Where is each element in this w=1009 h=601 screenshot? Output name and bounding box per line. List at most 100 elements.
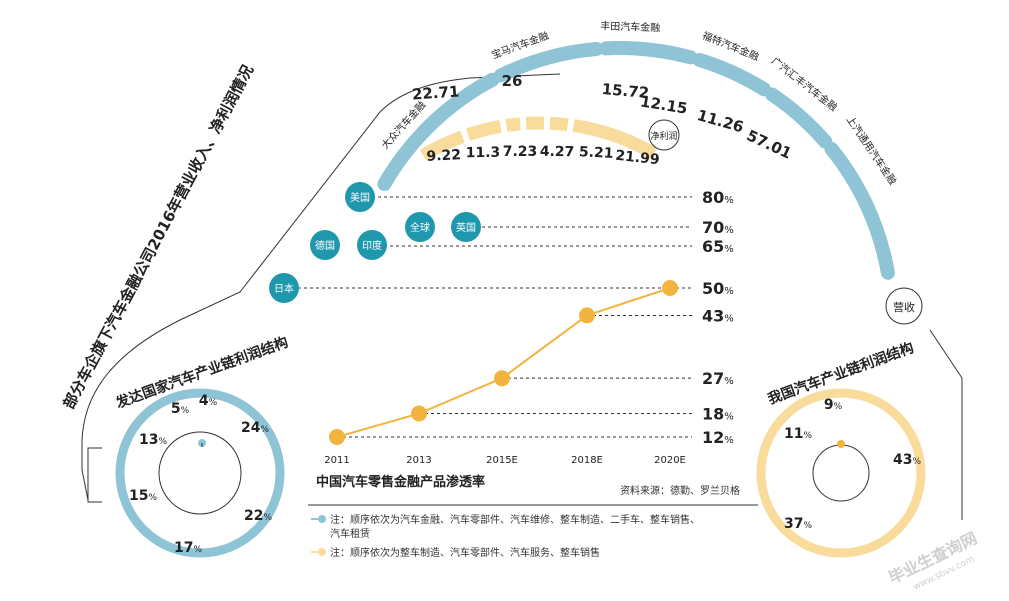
china-donut-label: 11% (784, 426, 812, 442)
source-note: 资料来源：德勤、罗兰贝格 (620, 484, 740, 497)
profit-arc (419, 116, 657, 162)
developed-donut-ring (115, 388, 285, 558)
note-blue-dot (318, 515, 326, 523)
percent-sign: % (834, 402, 843, 412)
penetration-point (662, 280, 678, 296)
penetration-point (329, 429, 345, 445)
penetration-title: 中国汽车零售金融产品渗透率 (316, 474, 485, 490)
percent-sign: % (724, 195, 734, 206)
revenue-value: 22.71 (411, 82, 460, 103)
company-label: 丰田汽车金融 (600, 19, 660, 34)
percent-label: 43% (702, 306, 734, 325)
percent-sign: % (724, 411, 734, 422)
country-bubble (357, 230, 387, 260)
percent-label: 65% (702, 237, 734, 256)
revenue-value: 15.72 (601, 80, 650, 102)
profit-tag-circle (648, 119, 680, 151)
percentage-labels: 80% 70%65% 50% 12% 18% 27% 43% (702, 188, 734, 447)
revenue-tag-circle (885, 287, 923, 325)
percent-label: 12% (702, 428, 734, 447)
percent-label: 27% (702, 369, 734, 388)
country-bubble (451, 212, 481, 242)
revenue-segment-1 (377, 72, 500, 191)
country-bubble (345, 182, 375, 212)
profit-value: 7.23 (503, 144, 538, 160)
china-donut-label: 9% (824, 397, 843, 413)
penetration-point (411, 405, 427, 422)
china-donut-inner (812, 444, 870, 502)
revenue-value: 11.26 (695, 106, 746, 136)
country-label: 英国 (456, 221, 476, 234)
developed-donut-inner (158, 431, 242, 515)
percent-sign: % (803, 521, 812, 531)
percent-sign: % (724, 225, 734, 236)
country-bubble (269, 273, 299, 303)
percent-label: 70% (702, 218, 734, 237)
profit-segment-2 (465, 119, 502, 141)
country-label: 全球 (410, 221, 430, 234)
penetration-point (494, 370, 510, 387)
revenue-segment-6 (824, 141, 895, 280)
profit-segment-6 (572, 119, 657, 160)
percent-sign: % (724, 376, 734, 387)
china-donut-ring (756, 388, 926, 558)
percent-sign: % (803, 431, 812, 441)
car-outline-bracket (87, 447, 102, 503)
profit-value: 11.3 (466, 145, 501, 162)
percent-sign: % (724, 313, 734, 324)
revenue-segment-5 (765, 87, 833, 149)
penetration-line (336, 287, 671, 438)
profit-segment-3 (505, 117, 521, 132)
x-axis-label: 2013 (406, 455, 431, 466)
profit-value-labels: 9.22 11.3 7.23 4.27 5.21 21.99 (426, 144, 660, 169)
penetration-grid (298, 196, 692, 438)
car-outline (81, 73, 561, 501)
x-axis-label: 2018E (571, 455, 603, 466)
percent-sign: % (724, 435, 734, 446)
note-developed-2: 汽车租赁 (330, 527, 370, 540)
profit-value: 4.27 (540, 144, 575, 161)
country-label: 印度 (362, 239, 382, 252)
x-axis-labels: 2011 2013 2015E 2018E 2020E (324, 455, 686, 466)
percent-sign: % (724, 286, 734, 297)
percent-sign: % (158, 437, 167, 447)
revenue-arc (377, 41, 895, 280)
percent-sign: % (209, 398, 218, 408)
revenue-value: 26 (502, 72, 523, 90)
percent-sign: % (263, 513, 272, 523)
note-developed-1: 注：顺序依次为汽车金融、汽车零部件、汽车维修、整车制造、二手车、整车销售、 (330, 513, 700, 526)
revenue-value: 12.15 (639, 92, 689, 117)
country-bubble (405, 212, 435, 242)
note-yellow-dot (318, 548, 326, 556)
revenue-value: 57.01 (744, 126, 795, 162)
x-axis-label: 2011 (324, 455, 349, 466)
penetration-point (579, 307, 595, 324)
profit-tag: 净利润 (650, 130, 677, 142)
profit-segment-5 (549, 116, 569, 132)
percent-label: 80% (702, 188, 734, 207)
revenue-segment-4 (692, 52, 772, 97)
percent-sign: % (148, 493, 157, 503)
percent-label: 18% (702, 404, 734, 423)
x-axis-label: 2020E (654, 455, 686, 466)
china-donut-dot (837, 440, 845, 448)
developed-donut-label: 17% (174, 540, 202, 556)
percent-sign: % (260, 425, 269, 435)
revenue-tag: 营收 (893, 300, 915, 314)
china-donut-label: 37% (784, 516, 812, 532)
developed-donut-label: 15% (129, 488, 157, 504)
country-label: 德国 (315, 239, 335, 252)
note-china: 注：顺序依次为整车制造、汽车零部件、汽车服务、整车销售 (330, 546, 600, 559)
country-label: 日本 (274, 282, 294, 295)
percent-sign: % (193, 545, 202, 555)
penetration-line-chart (329, 280, 678, 445)
profit-segment-1 (419, 130, 465, 162)
revenue-segment-2 (493, 42, 604, 83)
percent-sign: % (724, 244, 734, 255)
percent-sign: % (181, 406, 190, 416)
x-axis-label: 2015E (486, 455, 518, 466)
profit-value: 21.99 (615, 148, 661, 169)
